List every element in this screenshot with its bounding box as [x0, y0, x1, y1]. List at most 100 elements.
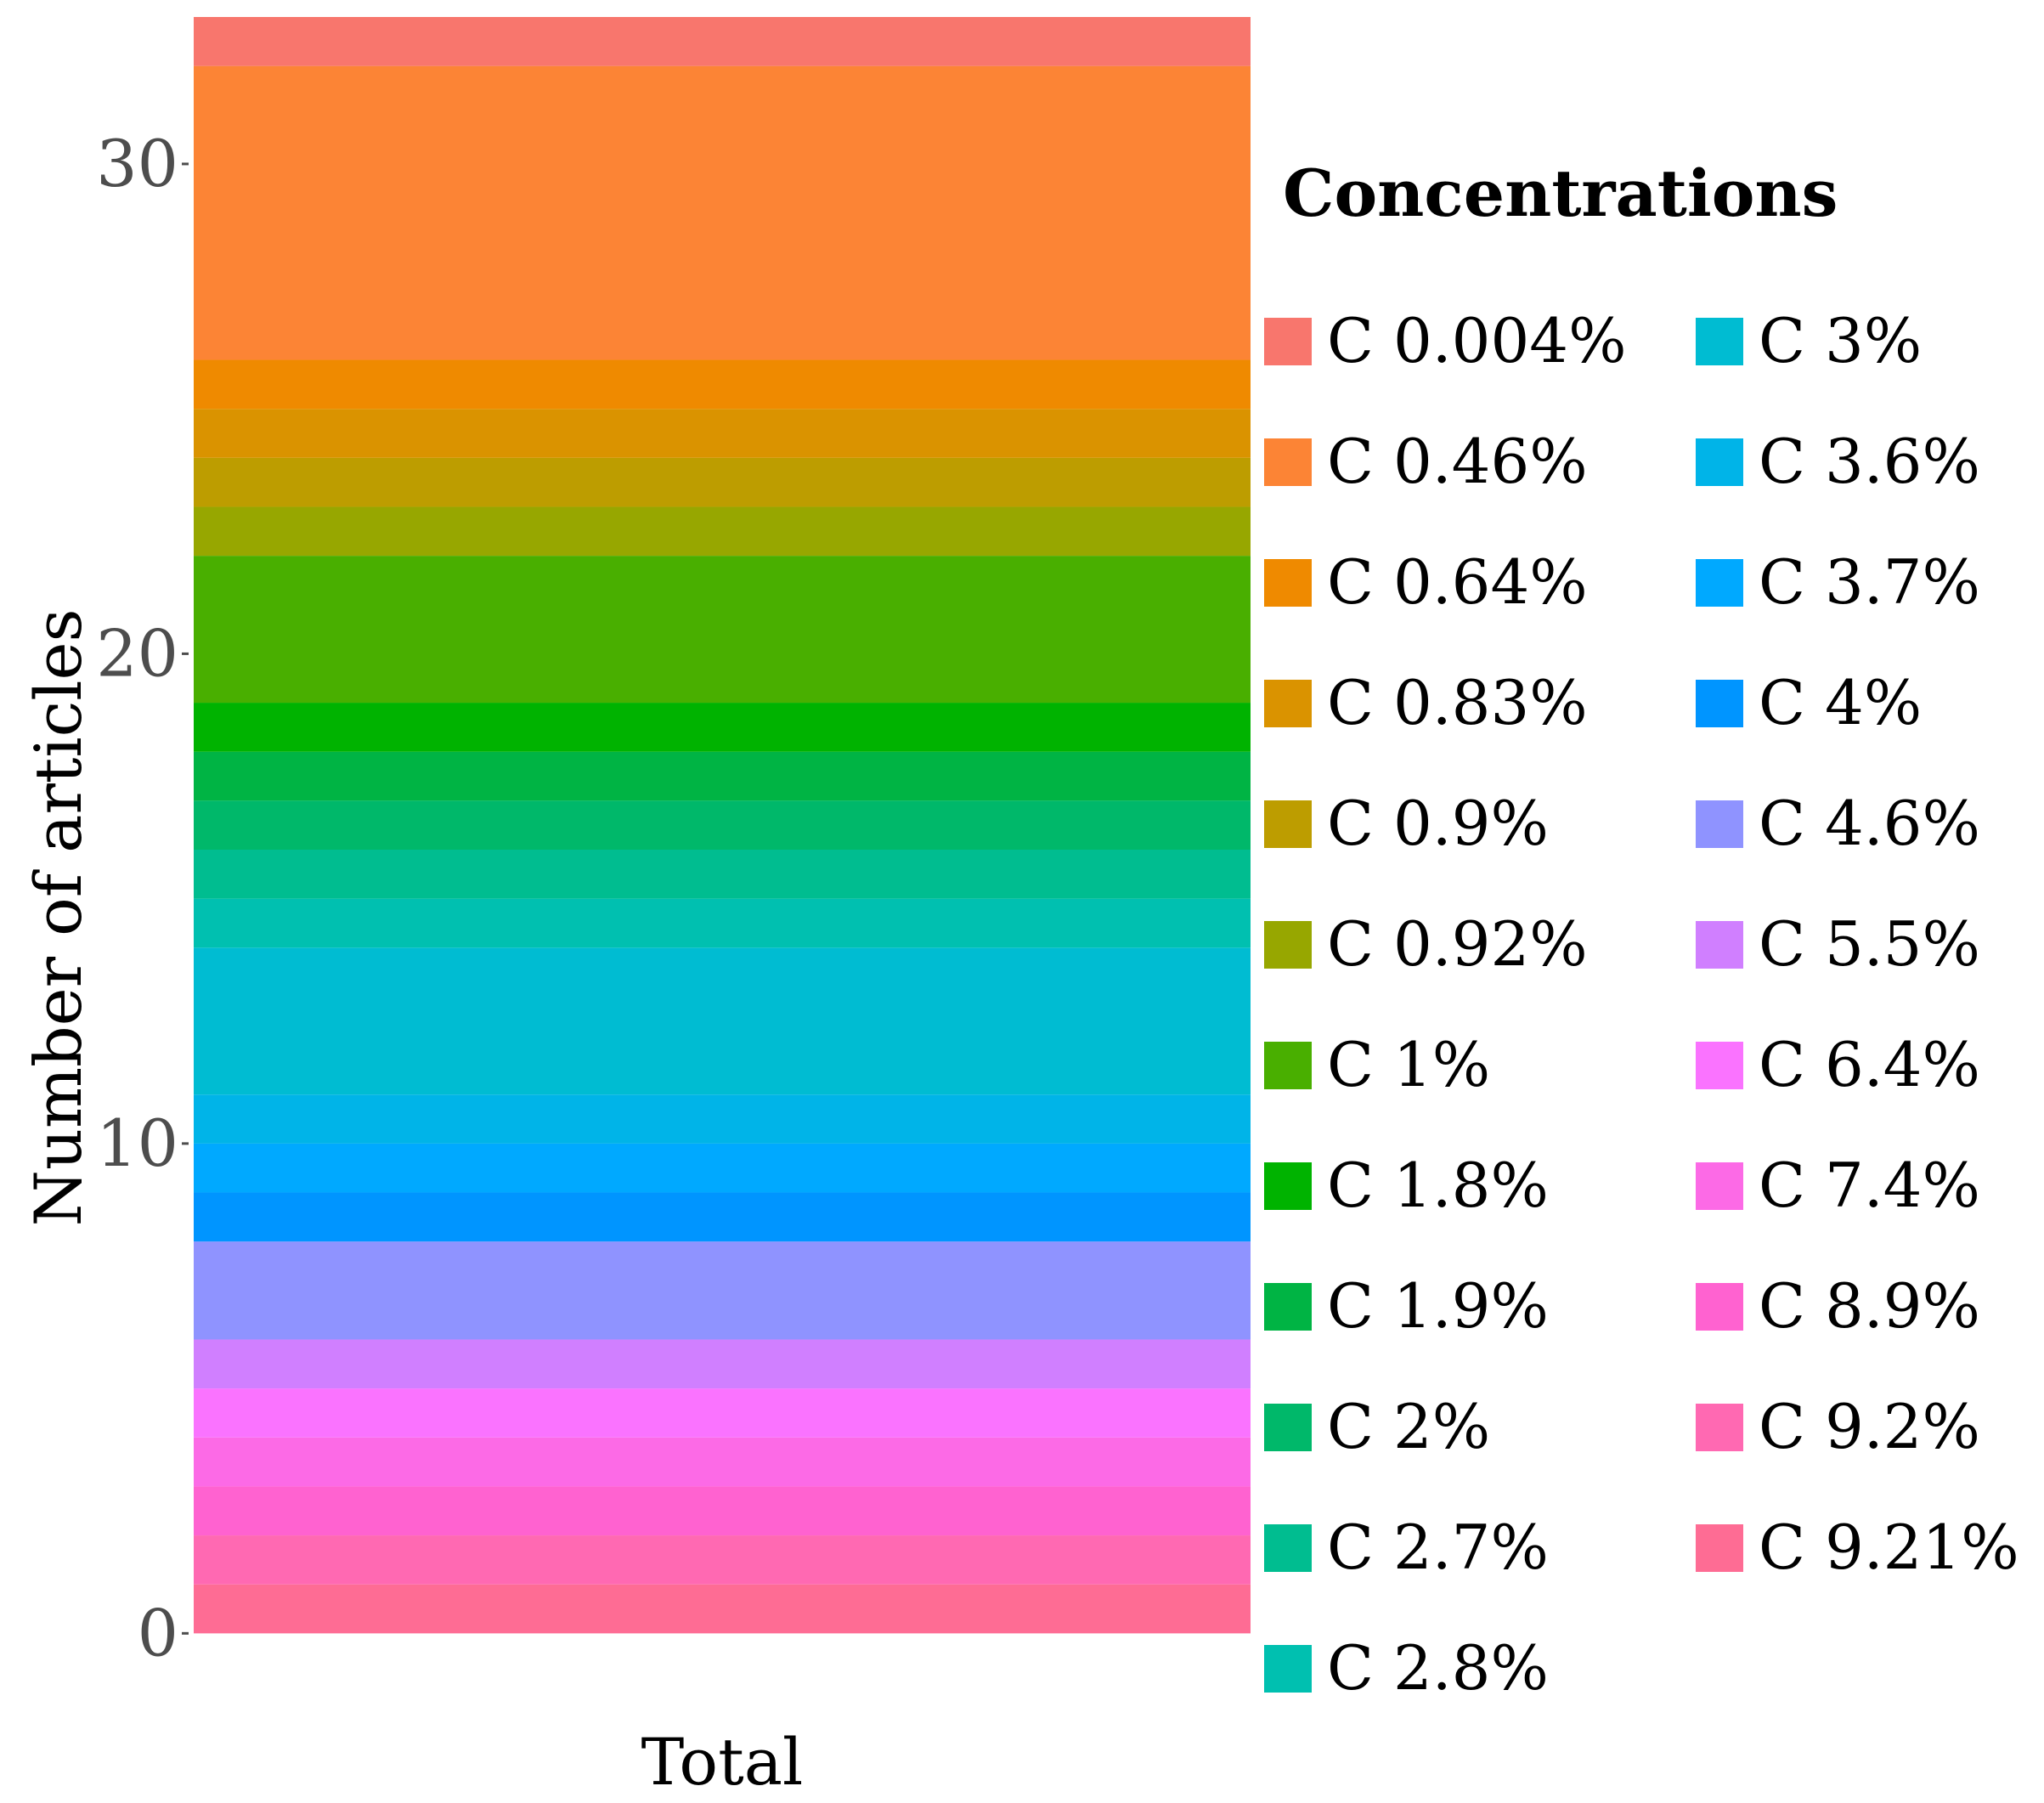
legend-label: C 6.4% — [1759, 1029, 1980, 1100]
legend-item: C 3.6% — [1696, 426, 1980, 497]
legend-label: C 8.9% — [1759, 1270, 1980, 1342]
legend-label: C 2.8% — [1327, 1632, 1549, 1704]
legend-swatch — [1696, 318, 1743, 365]
y-tick-label: 10 — [96, 1105, 178, 1181]
legend-item: C 0.46% — [1264, 426, 1588, 497]
legend-label: C 0.64% — [1327, 546, 1588, 618]
y-tick-label: 0 — [138, 1595, 178, 1670]
legend-item: C 4.6% — [1696, 788, 1980, 859]
legend-label: C 2% — [1327, 1391, 1490, 1462]
legend-label: C 9.21% — [1759, 1512, 2019, 1583]
legend-swatch — [1264, 1645, 1312, 1693]
legend-label: C 7.4% — [1759, 1150, 1980, 1221]
bar-segment — [194, 1486, 1251, 1536]
legend-swatch — [1696, 1042, 1743, 1089]
legend-swatch — [1696, 438, 1743, 486]
bar-segment — [194, 65, 1251, 360]
legend-item: C 0.004% — [1264, 305, 1627, 376]
legend-label: C 0.004% — [1327, 305, 1627, 376]
legend-label: C 3% — [1759, 305, 1922, 376]
legend-item: C 3% — [1696, 305, 1922, 376]
legend-label: C 3.7% — [1759, 546, 1980, 618]
bar-segment — [194, 1535, 1251, 1585]
bar-segment — [194, 1437, 1251, 1487]
legend-item: C 2.7% — [1264, 1512, 1549, 1583]
legend-item: C 1.8% — [1264, 1150, 1549, 1221]
bar-segment — [194, 898, 1251, 948]
legend-item: C 9.2% — [1696, 1391, 1980, 1462]
legend-label: C 9.2% — [1759, 1391, 1980, 1462]
legend-swatch — [1264, 680, 1312, 727]
legend-item: C 1% — [1264, 1029, 1490, 1100]
bar-segment — [194, 1192, 1251, 1242]
legend-label: C 3.6% — [1759, 426, 1980, 497]
legend-label: C 0.9% — [1327, 788, 1549, 859]
legend-swatch — [1696, 921, 1743, 969]
bar-stack — [194, 17, 1251, 1634]
legend-swatch — [1696, 800, 1743, 848]
legend-swatch — [1696, 559, 1743, 607]
legend-swatch — [1264, 559, 1312, 607]
legend-item: C 0.64% — [1264, 546, 1588, 618]
legend: C 0.004% C 0.46% C 0.64% C 0.83% C 0.9% C 0.9… — [1264, 305, 2019, 1704]
bar-segment — [194, 947, 1251, 1095]
legend-swatch — [1696, 1404, 1743, 1451]
y-tick-label: 30 — [96, 126, 178, 201]
legend-swatch — [1264, 318, 1312, 365]
legend-swatch — [1696, 680, 1743, 727]
y-axis: 0 10 20 30 — [96, 126, 189, 1670]
legend-label: C 1.9% — [1327, 1270, 1549, 1342]
legend-item: C 3.7% — [1696, 546, 1980, 618]
legend-item: C 0.92% — [1264, 908, 1588, 980]
y-tick-label: 20 — [96, 615, 178, 691]
legend-item: C 9.21% — [1696, 1512, 2019, 1583]
bar-segment — [194, 1388, 1251, 1438]
legend-item: C 8.9% — [1696, 1270, 1980, 1342]
bar-segment — [194, 409, 1251, 458]
legend-item: C 2% — [1264, 1391, 1490, 1462]
legend-label: C 2.7% — [1327, 1512, 1549, 1583]
legend-title: Concentrations — [1283, 155, 1838, 231]
legend-swatch — [1264, 1404, 1312, 1451]
legend-label: C 0.92% — [1327, 908, 1588, 980]
bar-segment — [194, 850, 1251, 899]
legend-label: C 4.6% — [1759, 788, 1980, 859]
legend-swatch — [1264, 1042, 1312, 1089]
legend-label: C 1% — [1327, 1029, 1490, 1100]
bar-segment — [194, 457, 1251, 507]
bar-segment — [194, 1584, 1251, 1634]
legend-item: C 2.8% — [1264, 1632, 1549, 1704]
legend-item: C 0.83% — [1264, 667, 1588, 738]
legend-item: C 0.9% — [1264, 788, 1549, 859]
legend-label: C 0.83% — [1327, 667, 1588, 738]
legend-item: C 7.4% — [1696, 1150, 1980, 1221]
legend-swatch — [1264, 921, 1312, 969]
bar-segment — [194, 703, 1251, 752]
legend-swatch — [1696, 1283, 1743, 1331]
legend-swatch — [1264, 1524, 1312, 1572]
legend-swatch — [1264, 1162, 1312, 1210]
y-axis-title: Number of articles — [20, 608, 96, 1226]
legend-label: C 0.46% — [1327, 426, 1588, 497]
bar-segment — [194, 17, 1251, 66]
bar-segment — [194, 751, 1251, 801]
legend-swatch — [1696, 1162, 1743, 1210]
bar-segment — [194, 1143, 1251, 1193]
bar-segment — [194, 506, 1251, 557]
legend-item: C 5.5% — [1696, 908, 1980, 980]
bar-segment — [194, 1094, 1251, 1144]
legend-item: C 6.4% — [1696, 1029, 1980, 1100]
legend-item: C 4% — [1696, 667, 1922, 738]
bar-segment — [194, 1241, 1251, 1340]
legend-swatch — [1264, 800, 1312, 848]
legend-label: C 4% — [1759, 667, 1922, 738]
bar-segment — [194, 800, 1251, 850]
bar-segment — [194, 556, 1251, 704]
legend-label: C 1.8% — [1327, 1150, 1549, 1221]
legend-item: C 1.9% — [1264, 1270, 1549, 1342]
legend-swatch — [1264, 438, 1312, 486]
legend-swatch — [1264, 1283, 1312, 1331]
legend-label: C 5.5% — [1759, 908, 1980, 980]
x-axis: Total — [641, 1724, 804, 1800]
